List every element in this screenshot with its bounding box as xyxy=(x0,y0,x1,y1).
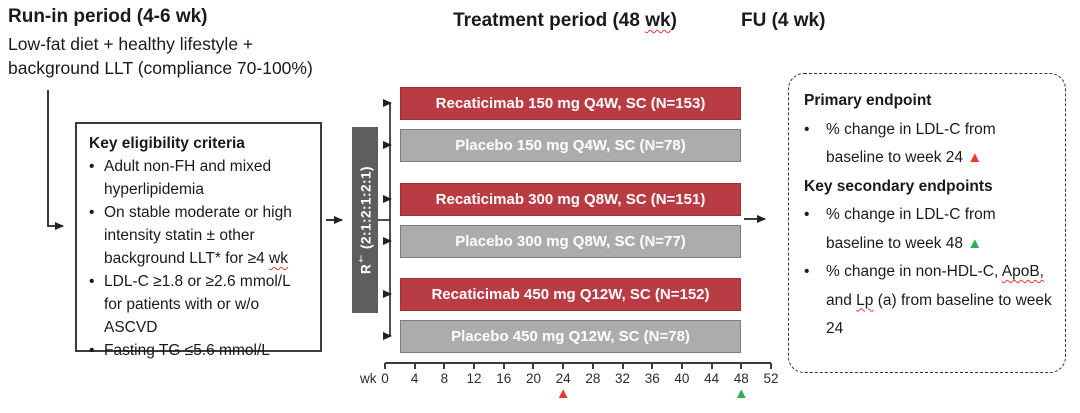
eligibility-criteria-box: Key eligibility criteria • Adult non-FH … xyxy=(75,122,322,359)
bullet-dot: • xyxy=(89,342,95,359)
axis-week-label: 24 xyxy=(555,371,571,386)
axis-week-label: 48 xyxy=(733,371,749,386)
treatment-period-title: Treatment period (48 wk) xyxy=(453,10,677,31)
axis-triangle-green: ▲ xyxy=(733,385,749,402)
axis-week-label: 40 xyxy=(674,371,690,386)
red-triangle-icon: ▲ xyxy=(967,149,983,166)
axis-week-label: 4 xyxy=(410,371,419,386)
axis-tick xyxy=(740,363,743,369)
axis-triangle-red: ▲ xyxy=(555,385,571,402)
runin-subtitle-line2: background LLT (compliance 70-100%) xyxy=(8,58,313,78)
axis-line xyxy=(385,362,771,364)
axis-week-label: 44 xyxy=(704,371,720,386)
eligibility-bullet-3: • LDL-C ≥1.8 or ≥2.6 mmol/L for patients… xyxy=(89,270,312,339)
axis-tick xyxy=(502,363,505,369)
endpoints-box: Primary endpoint • % change in LDL-C fro… xyxy=(788,73,1066,373)
primary-endpoint-title: Primary endpoint xyxy=(804,92,932,109)
axis-tick xyxy=(651,363,654,369)
eligibility-title: Key eligibility criteria xyxy=(89,135,245,152)
arm-bar-placebo-150: Placebo 150 mg Q4W, SC (N=78) xyxy=(400,129,741,162)
bullet-dot: • xyxy=(89,273,95,290)
axis-tick xyxy=(591,363,594,369)
bullet-dot: • xyxy=(804,263,810,280)
axis-week-label: 12 xyxy=(466,371,482,386)
runin-period-subtitle: Low-fat diet + healthy lifestyle + backg… xyxy=(8,32,313,80)
axis-tick xyxy=(562,363,565,369)
secondary-endpoint-bullet-2: • % change in non-HDL-C, ApoB, and Lp (a… xyxy=(804,258,1053,344)
arm-bar-recaticimab-150: Recaticimab 150 mg Q4W, SC (N=153) xyxy=(400,87,741,120)
arm-bar-recaticimab-300: Recaticimab 300 mg Q8W, SC (N=151) xyxy=(400,183,741,216)
eligibility-bullet-4: • Fasting TG ≤5.6 mmol/L xyxy=(89,339,312,362)
axis-week-label: 20 xyxy=(525,371,541,386)
secondary-endpoint-bullet-1: • % change in LDL-C from baseline to wee… xyxy=(804,201,1053,258)
arm-bar-recaticimab-450: Recaticimab 450 mg Q12W, SC (N=152) xyxy=(400,278,741,311)
bullet-dot: • xyxy=(89,158,95,175)
arm-bar-placebo-300: Placebo 300 mg Q8W, SC (N=77) xyxy=(400,225,741,258)
axis-unit-label: wk xyxy=(360,371,377,386)
week-axis: wk ▲ ▲ 0 4 8 12 16 20 24 28 32 36 40 44 48 52 xyxy=(360,362,779,412)
bullet-dot: • xyxy=(804,120,810,138)
connector-runin-to-eligibility xyxy=(47,90,64,230)
primary-endpoint-bullet: • % change in LDL-C from baseline to wee… xyxy=(804,116,1053,173)
axis-tick xyxy=(473,363,476,369)
runin-period-title: Run-in period (4-6 wk) xyxy=(8,6,208,27)
secondary-endpoints-title: Key secondary endpoints xyxy=(804,177,993,195)
followup-period-title: FU (4 wk) xyxy=(741,10,826,31)
axis-week-label: 8 xyxy=(440,371,449,386)
axis-tick xyxy=(680,363,683,369)
randomization-label: R† (2:1:2:1:2:1) xyxy=(356,165,374,275)
axis-week-label: 32 xyxy=(615,371,631,386)
runin-subtitle-line1: Low-fat diet + healthy lifestyle + xyxy=(8,34,254,54)
axis-tick xyxy=(621,363,624,369)
axis-week-label: 36 xyxy=(644,371,660,386)
green-triangle-icon: ▲ xyxy=(967,234,983,252)
eligibility-bullet-2: • On stable moderate or high intensity s… xyxy=(89,201,312,270)
bullet-dot: • xyxy=(804,206,810,223)
axis-tick xyxy=(532,363,535,369)
axis-tick xyxy=(413,363,416,369)
eligibility-bullet-1: • Adult non-FH and mixed hyperlipidemia xyxy=(89,155,312,201)
randomization-bar: R† (2:1:2:1:2:1) xyxy=(352,127,378,313)
bullet-dot: • xyxy=(89,204,95,221)
axis-tick xyxy=(384,363,386,369)
axis-tick xyxy=(710,363,713,369)
axis-tick xyxy=(770,363,772,369)
axis-week-label: 28 xyxy=(585,371,601,386)
axis-tick xyxy=(443,363,446,369)
arm-bar-placebo-450: Placebo 450 mg Q12W, SC (N=78) xyxy=(400,320,741,353)
axis-week-label: 0 xyxy=(381,371,389,386)
axis-week-label: 16 xyxy=(496,371,512,386)
axis-week-label: 52 xyxy=(763,371,779,386)
